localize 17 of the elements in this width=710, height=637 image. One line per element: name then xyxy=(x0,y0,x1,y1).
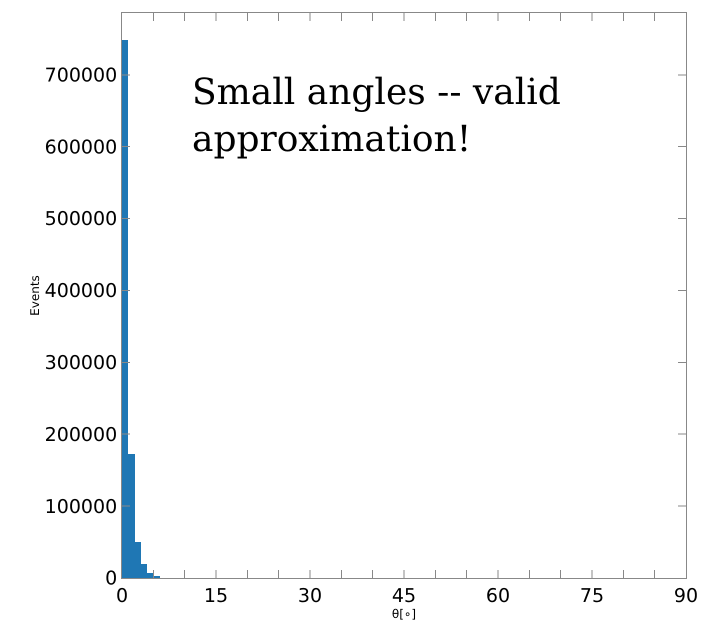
y-tick-label: 600000 xyxy=(44,136,118,158)
y-tick-label: 500000 xyxy=(44,208,118,230)
x-axis-title: θ[∘] xyxy=(392,606,416,621)
y-tick-label: 700000 xyxy=(44,64,118,86)
y-axis-title: Events xyxy=(28,275,42,316)
annotation: Small angles -- valid approximation! xyxy=(192,72,561,160)
y-tick-label: 300000 xyxy=(44,352,118,374)
x-tick-label: 30 xyxy=(298,584,322,607)
y-tick-label: 200000 xyxy=(44,424,118,446)
x-tick-label: 60 xyxy=(486,584,510,607)
y-tick-label: 400000 xyxy=(44,280,118,302)
x-tick-label: 45 xyxy=(392,584,416,607)
x-tick-label: 90 xyxy=(674,584,698,607)
y-tick-label: 0 xyxy=(105,568,118,590)
y-tick-label: 100000 xyxy=(44,496,118,518)
x-tick-label: 75 xyxy=(580,584,604,607)
x-tick-label: 15 xyxy=(204,584,228,607)
